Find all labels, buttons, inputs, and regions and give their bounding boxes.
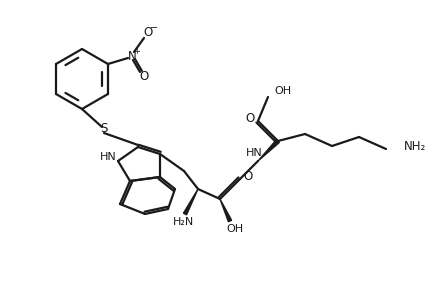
Text: +: + xyxy=(134,47,141,57)
Polygon shape xyxy=(184,189,198,215)
Text: O: O xyxy=(243,170,253,182)
Text: OH: OH xyxy=(274,86,291,96)
Text: OH: OH xyxy=(227,224,243,234)
Text: S: S xyxy=(100,123,108,136)
Text: N: N xyxy=(128,49,136,62)
Polygon shape xyxy=(220,199,232,222)
Text: H₂N: H₂N xyxy=(172,217,194,227)
Polygon shape xyxy=(258,140,279,161)
Text: −: − xyxy=(150,23,158,33)
Text: O: O xyxy=(139,71,148,84)
Text: HN: HN xyxy=(246,148,263,158)
Text: O: O xyxy=(143,25,153,38)
Text: NH₂: NH₂ xyxy=(404,140,426,153)
Text: HN: HN xyxy=(100,152,116,162)
Text: O: O xyxy=(245,112,255,125)
